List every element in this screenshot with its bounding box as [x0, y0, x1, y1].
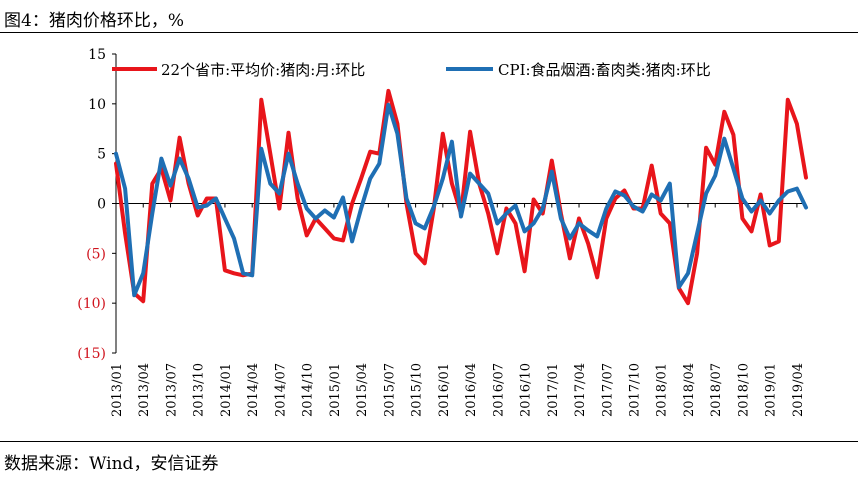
x-tick-label: 2013/10 [192, 363, 207, 417]
legend-label-series1: 22个省市:平均价:猪肉:月:环比 [161, 61, 365, 79]
y-tick-label: 5 [97, 147, 106, 163]
x-tick-label: 2014/04 [246, 363, 261, 417]
x-tick-label: 2014/07 [273, 363, 288, 417]
x-tick-label: 2018/10 [736, 363, 751, 417]
x-tick-label: 2018/01 [655, 363, 670, 417]
x-tick-label: 2017/04 [573, 363, 588, 417]
x-tick-label: 2013/07 [164, 363, 179, 417]
figure-title: 图4：猪肉价格环比，% [4, 11, 184, 31]
x-tick-label: 2017/07 [600, 363, 615, 417]
source-note: 数据来源：Wind，安信证券 [4, 454, 219, 474]
chart-lines [114, 88, 808, 306]
x-tick-label: 2016/04 [464, 363, 479, 417]
y-tick-label: 0 [97, 197, 106, 213]
chart-axes: 15 10 5 0 (5) (10) (15) 2013/01 2013/04 2013/07 20… [77, 47, 806, 417]
x-tick-label: 2015/07 [382, 363, 397, 417]
x-tick-label: 2019/04 [791, 363, 806, 417]
x-tick-label: 2019/01 [764, 363, 779, 417]
legend-label-series2: CPI:食品烟酒:畜肉类:猪肉:环比 [498, 61, 711, 79]
x-tick-label: 2013/04 [137, 363, 152, 417]
y-tick-label: (15) [77, 346, 106, 362]
x-tick-label: 2013/01 [110, 363, 125, 417]
chart-legend: 22个省市:平均价:猪肉:月:环比 CPI:食品烟酒:畜肉类:猪肉:环比 [112, 61, 711, 79]
series-line-2 [114, 102, 808, 298]
y-tick-label: (5) [86, 246, 106, 262]
bottom-rule [0, 441, 858, 442]
x-tick-label: 2017/10 [628, 363, 643, 417]
y-tick-label: 15 [88, 47, 106, 63]
x-tick-label: 2015/10 [410, 363, 425, 417]
x-tick-label: 2016/01 [437, 363, 452, 417]
x-tick-label: 2014/10 [301, 363, 316, 417]
x-tick-label: 2016/10 [519, 363, 534, 417]
x-tick-label: 2015/04 [355, 363, 370, 417]
x-tick-label: 2014/01 [219, 363, 234, 417]
y-tick-label: 10 [88, 97, 106, 113]
x-tick-label: 2015/01 [328, 363, 343, 417]
x-tick-label: 2016/07 [491, 363, 506, 417]
x-tick-label: 2018/04 [682, 363, 697, 417]
y-tick-label: (10) [77, 296, 106, 312]
top-rule [0, 32, 858, 33]
x-tick-label: 2017/01 [546, 363, 561, 417]
series-line-1 [114, 88, 808, 306]
x-tick-label: 2018/07 [709, 363, 724, 417]
